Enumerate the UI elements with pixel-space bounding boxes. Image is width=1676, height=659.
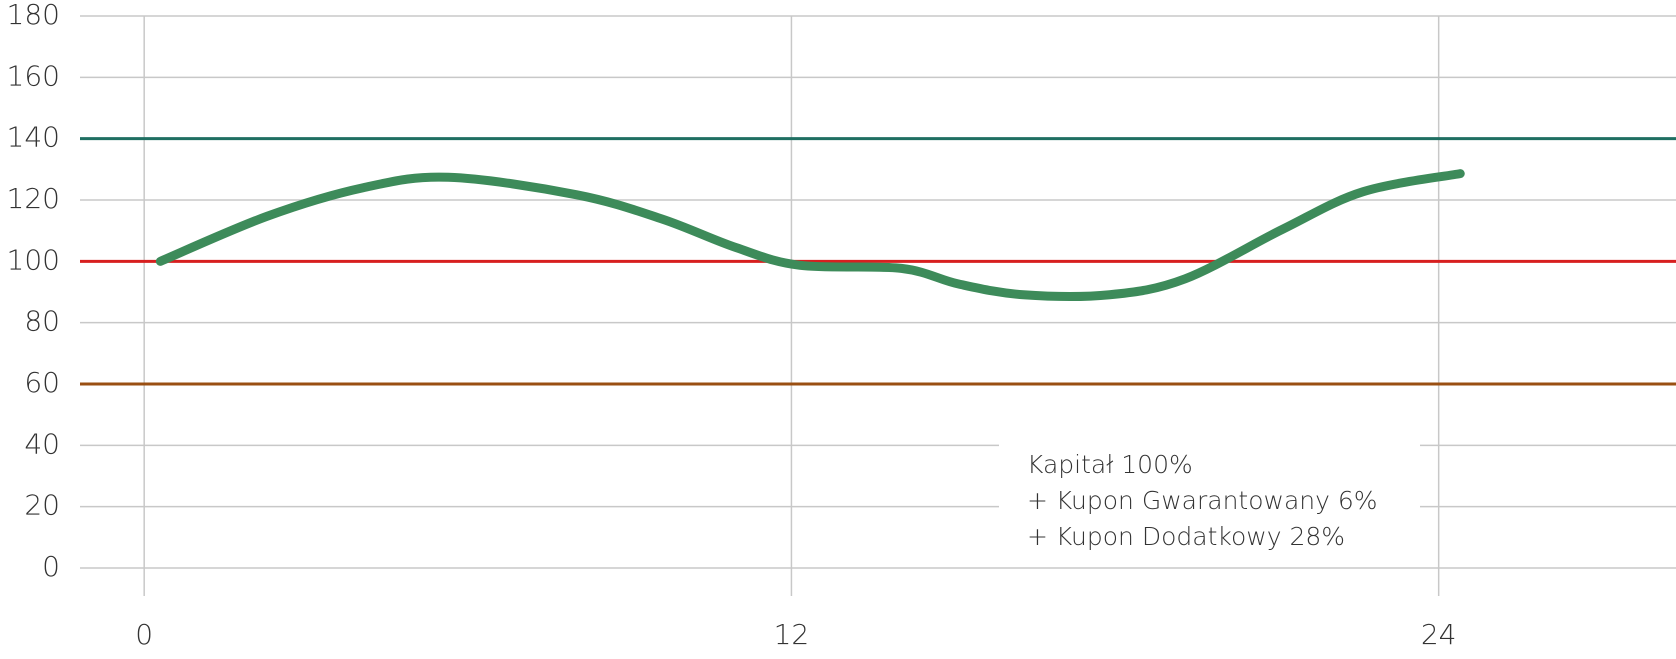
y-tick-label: 100 xyxy=(7,243,60,276)
grid xyxy=(80,15,1676,596)
lines xyxy=(155,169,1465,301)
annotation-box xyxy=(999,440,1420,548)
x-tick-label: 0 xyxy=(135,618,153,651)
reference-lines xyxy=(80,137,1676,386)
labels: 0 20 40 60 80 100 120 140 160 180 0 12 24 xyxy=(7,0,1457,651)
annotation-line: + Kupon Gwarantowany 6% xyxy=(1027,486,1378,515)
data-line xyxy=(155,169,1465,301)
x-tick-label: 12 xyxy=(774,618,810,651)
y-tick-label: 60 xyxy=(24,366,60,399)
x-tick-label: 24 xyxy=(1421,618,1457,651)
y-tick-label: 40 xyxy=(24,427,60,460)
y-tick-label: 140 xyxy=(7,121,60,154)
y-tick-label: 120 xyxy=(7,182,60,215)
y-tick-label: 80 xyxy=(24,305,60,338)
y-tick-label: 0 xyxy=(42,550,60,583)
y-tick-label: 20 xyxy=(24,489,60,522)
y-tick-label: 180 xyxy=(7,0,60,31)
y-tick-label: 160 xyxy=(7,59,60,92)
annotation-line: + Kupon Dodatkowy 28% xyxy=(1027,522,1345,551)
annotation-line: Kapitał 100% xyxy=(1027,450,1193,479)
